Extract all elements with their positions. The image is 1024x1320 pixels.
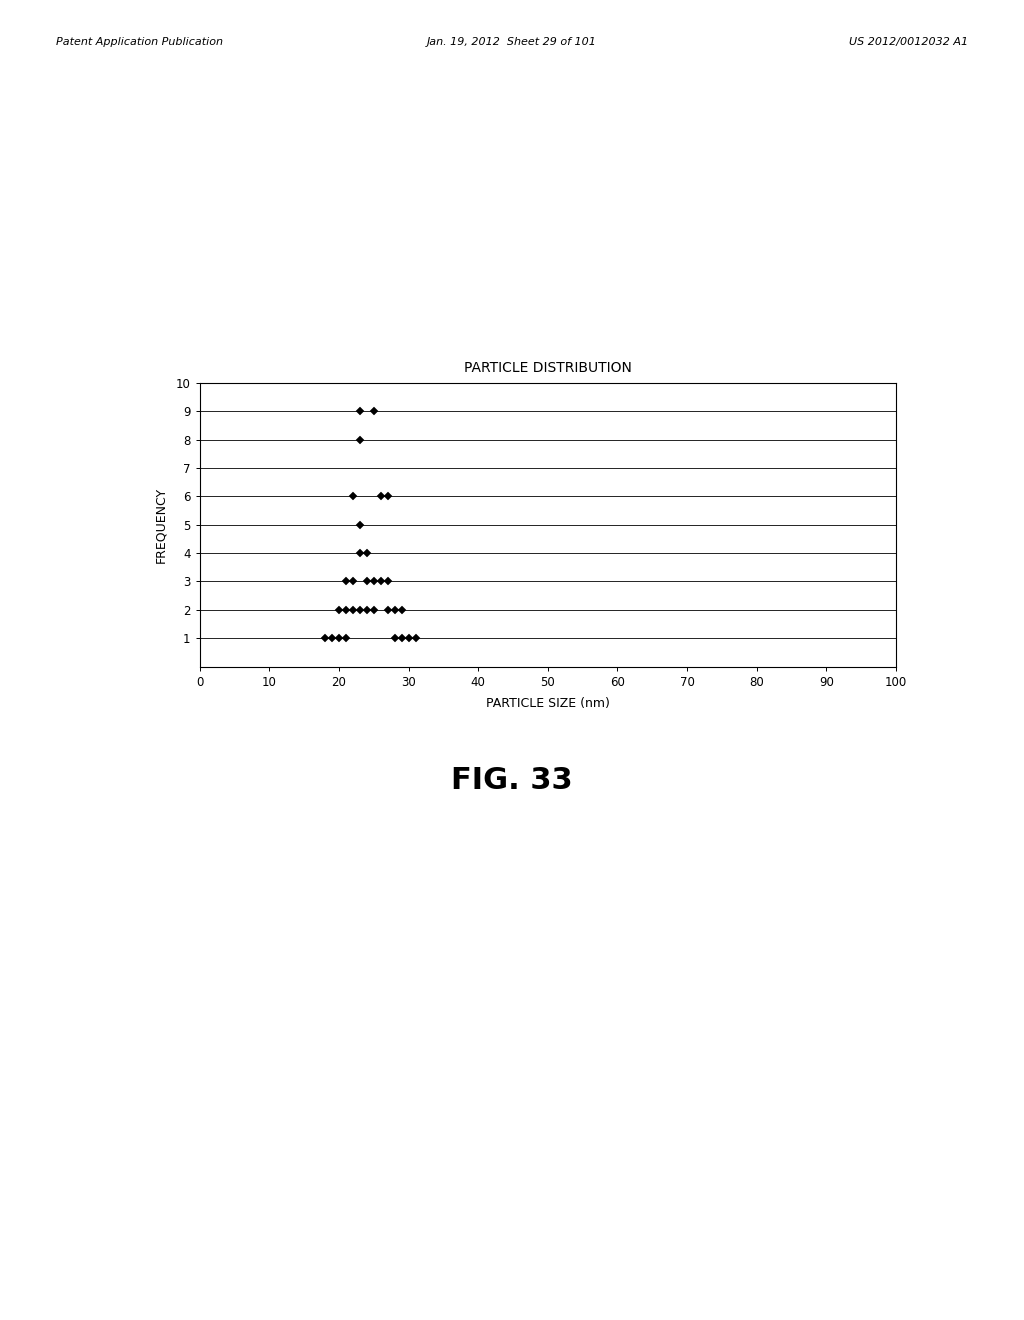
X-axis label: PARTICLE SIZE (nm): PARTICLE SIZE (nm) [486, 697, 609, 710]
Y-axis label: FREQUENCY: FREQUENCY [155, 487, 168, 562]
Text: Jan. 19, 2012  Sheet 29 of 101: Jan. 19, 2012 Sheet 29 of 101 [427, 37, 597, 48]
Text: FIG. 33: FIG. 33 [452, 766, 572, 795]
Title: PARTICLE DISTRIBUTION: PARTICLE DISTRIBUTION [464, 360, 632, 375]
Text: US 2012/0012032 A1: US 2012/0012032 A1 [849, 37, 968, 48]
Text: Patent Application Publication: Patent Application Publication [56, 37, 223, 48]
